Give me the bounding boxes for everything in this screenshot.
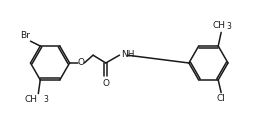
Text: 3: 3 [227,22,231,31]
Text: O: O [102,79,109,88]
Text: CH: CH [213,21,226,30]
Text: 3: 3 [43,95,48,104]
Text: O: O [78,58,85,68]
Text: CH: CH [24,95,37,104]
Text: Cl: Cl [217,94,226,103]
Text: NH: NH [122,50,135,59]
Text: Br: Br [20,31,29,40]
